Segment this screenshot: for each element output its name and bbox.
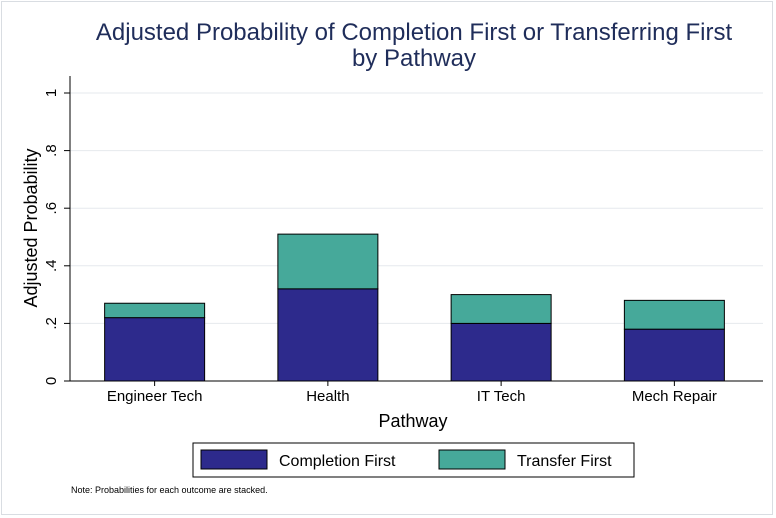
legend-swatch-0 (201, 450, 267, 469)
bar-transfer-first-0 (105, 303, 205, 317)
y-tick-label: .4 (43, 260, 60, 273)
bar-transfer-first-2 (451, 295, 551, 324)
bar-transfer-first-3 (624, 300, 724, 329)
gridlines (70, 93, 763, 323)
legend-label-1: Transfer First (517, 453, 612, 470)
chart-title: Adjusted Probability of Completion First… (96, 19, 733, 46)
x-tick-label: Engineer Tech (107, 388, 203, 405)
bar-completion-first-2 (451, 323, 551, 381)
bar-completion-first-0 (105, 318, 205, 381)
legend-label-0: Completion First (279, 453, 396, 470)
chart-subtitle: by Pathway (352, 45, 476, 72)
bar-completion-first-3 (624, 329, 724, 381)
y-tick-label: .8 (43, 144, 60, 157)
y-tick-label: 1 (43, 89, 60, 97)
x-tick-label: Health (306, 388, 349, 405)
y-tick-label: .6 (43, 202, 60, 215)
y-tick-label: 0 (43, 377, 60, 385)
x-tick-label: IT Tech (477, 388, 526, 405)
y-axis-title: Adjusted Probability (21, 148, 41, 307)
bar-completion-first-1 (278, 289, 378, 381)
bar-transfer-first-1 (278, 234, 378, 289)
bars (105, 234, 725, 381)
y-tick-label: .2 (43, 317, 60, 330)
x-tick-label: Mech Repair (632, 388, 717, 405)
legend-swatch-1 (439, 450, 505, 469)
chart-note: Note: Probabilities for each outcome are… (71, 485, 268, 495)
x-axis-title: Pathway (378, 411, 447, 431)
